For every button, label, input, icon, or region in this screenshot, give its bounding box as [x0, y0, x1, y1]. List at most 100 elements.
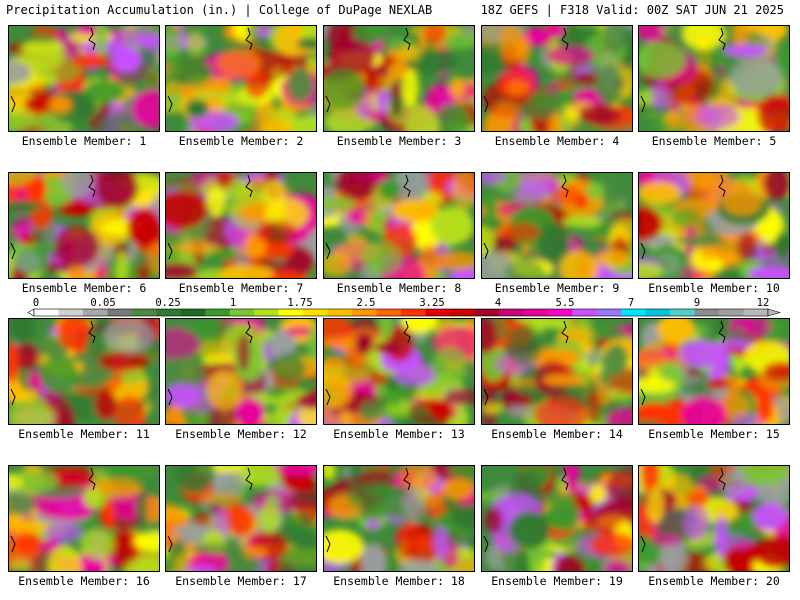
- precip-map-19: [482, 466, 632, 571]
- colorbar-segment: [547, 309, 573, 316]
- colorbar-segment: [645, 309, 671, 316]
- colorbar-segment: [34, 309, 59, 316]
- precip-map-7: [166, 173, 316, 278]
- colorbar-segment: [327, 309, 353, 316]
- ensemble-member-label: Ensemble Member: 18: [333, 574, 465, 588]
- ensemble-panel-14: [481, 318, 633, 425]
- precip-map-8: [324, 173, 474, 278]
- colorbar-segment: [596, 309, 622, 316]
- precip-map-16: [9, 466, 159, 571]
- precip-map-15: [639, 319, 789, 424]
- colorbar-scale: [27, 308, 782, 317]
- colorbar-segment: [425, 309, 451, 316]
- colorbar-tick-label: 1.75: [287, 297, 313, 309]
- ensemble-panel-4: [481, 25, 633, 132]
- colorbar-segment: [180, 309, 206, 316]
- colorbar-segment: [694, 309, 720, 316]
- ensemble-member-label: Ensemble Member: 20: [648, 574, 780, 588]
- precip-map-14: [482, 319, 632, 424]
- ensemble-member-label: Ensemble Member: 6: [21, 281, 147, 295]
- colorbar-segment: [107, 309, 133, 316]
- ensemble-member-label: Ensemble Member: 19: [491, 574, 623, 588]
- ensemble-panel-18: [323, 465, 475, 572]
- colorbar-tick-label: 3.25: [419, 297, 445, 309]
- colorbar-segment: [572, 309, 598, 316]
- ensemble-panel-5: [638, 25, 790, 132]
- ensemble-member-label: Ensemble Member: 1: [21, 134, 147, 148]
- precip-map-2: [166, 26, 316, 131]
- colorbar-segment: [254, 309, 279, 316]
- ensemble-member-label: Ensemble Member: 9: [494, 281, 620, 295]
- ensemble-panel-19: [481, 465, 633, 572]
- colorbar-tick-label: 12: [756, 297, 770, 309]
- precip-map-9: [482, 173, 632, 278]
- ensemble-panel-3: [323, 25, 475, 132]
- colorbar-tick-label: 0: [32, 297, 40, 309]
- colorbar-segment: [229, 309, 255, 316]
- ensemble-member-label: Ensemble Member: 14: [491, 427, 623, 441]
- ensemble-member-label: Ensemble Member: 5: [651, 134, 777, 148]
- ensemble-member-label: Ensemble Member: 16: [18, 574, 150, 588]
- colorbar-tick-label: 0.25: [155, 297, 181, 309]
- ensemble-panel-9: [481, 172, 633, 279]
- colorbar-segment: [449, 309, 475, 316]
- colorbar-segment: [82, 309, 108, 316]
- ensemble-panel-10: [638, 172, 790, 279]
- ensemble-member-label: Ensemble Member: 10: [648, 281, 780, 295]
- ensemble-panel-12: [165, 318, 317, 425]
- precip-map-18: [324, 466, 474, 571]
- colorbar-segment: [131, 309, 157, 316]
- ensemble-panel-20: [638, 465, 790, 572]
- ensemble-member-label: Ensemble Member: 17: [175, 574, 307, 588]
- precip-map-10: [639, 173, 789, 278]
- colorbar-segment: [621, 309, 646, 316]
- precip-map-11: [9, 319, 159, 424]
- colorbar-tick-label: 4: [494, 297, 502, 309]
- ensemble-member-label: Ensemble Member: 8: [336, 281, 462, 295]
- colorbar-segment: [278, 309, 304, 316]
- ensemble-member-label: Ensemble Member: 3: [336, 134, 462, 148]
- ensemble-panel-11: [8, 318, 160, 425]
- colorbar-segment: [743, 309, 769, 316]
- ensemble-member-label: Ensemble Member: 13: [333, 427, 465, 441]
- colorbar: 0 0.05 0.25 1 1.75 2.5 3.25 4 5.5 7 9 12: [0, 297, 800, 319]
- precip-map-17: [166, 466, 316, 571]
- precip-map-6: [9, 173, 159, 278]
- precip-map-12: [166, 319, 316, 424]
- colorbar-segment: [205, 309, 231, 316]
- ensemble-panel-13: [323, 318, 475, 425]
- ensemble-member-label: Ensemble Member: 12: [175, 427, 307, 441]
- ensemble-member-label: Ensemble Member: 7: [178, 281, 304, 295]
- ensemble-member-label: Ensemble Member: 2: [178, 134, 304, 148]
- colorbar-tick-label: 1: [229, 297, 237, 309]
- colorbar-segment: [401, 309, 426, 316]
- ensemble-member-label: Ensemble Member: 11: [18, 427, 150, 441]
- chart-title: Precipitation Accumulation (in.) | Colle…: [6, 3, 433, 17]
- model-run-info: 18Z GEFS | F318 Valid: 00Z SAT JUN 21 20…: [480, 3, 784, 17]
- ensemble-member-label: Ensemble Member: 15: [648, 427, 780, 441]
- ensemble-member-label: Ensemble Member: 4: [494, 134, 620, 148]
- colorbar-tick-label: 7: [627, 297, 635, 309]
- colorbar-tick-label: 9: [693, 297, 701, 309]
- colorbar-segment: [352, 309, 377, 316]
- ensemble-panel-6: [8, 172, 160, 279]
- colorbar-tick-label: 5.5: [555, 297, 575, 309]
- colorbar-segment: [58, 309, 84, 316]
- precip-map-1: [9, 26, 159, 131]
- ensemble-panel-2: [165, 25, 317, 132]
- colorbar-segment: [376, 309, 402, 316]
- colorbar-segment: [670, 309, 695, 316]
- ensemble-panel-17: [165, 465, 317, 572]
- colorbar-segment: [156, 309, 182, 316]
- precip-map-4: [482, 26, 632, 131]
- precip-map-5: [639, 26, 789, 131]
- colorbar-segment: [474, 309, 500, 316]
- colorbar-min-arrow: [27, 308, 35, 317]
- ensemble-panel-8: [323, 172, 475, 279]
- colorbar-tick-label: 0.05: [90, 297, 116, 309]
- precip-map-20: [639, 466, 789, 571]
- colorbar-max-arrow: [767, 308, 782, 317]
- precip-map-13: [324, 319, 474, 424]
- colorbar-segment: [719, 309, 744, 316]
- colorbar-tick-label: 2.5: [356, 297, 376, 309]
